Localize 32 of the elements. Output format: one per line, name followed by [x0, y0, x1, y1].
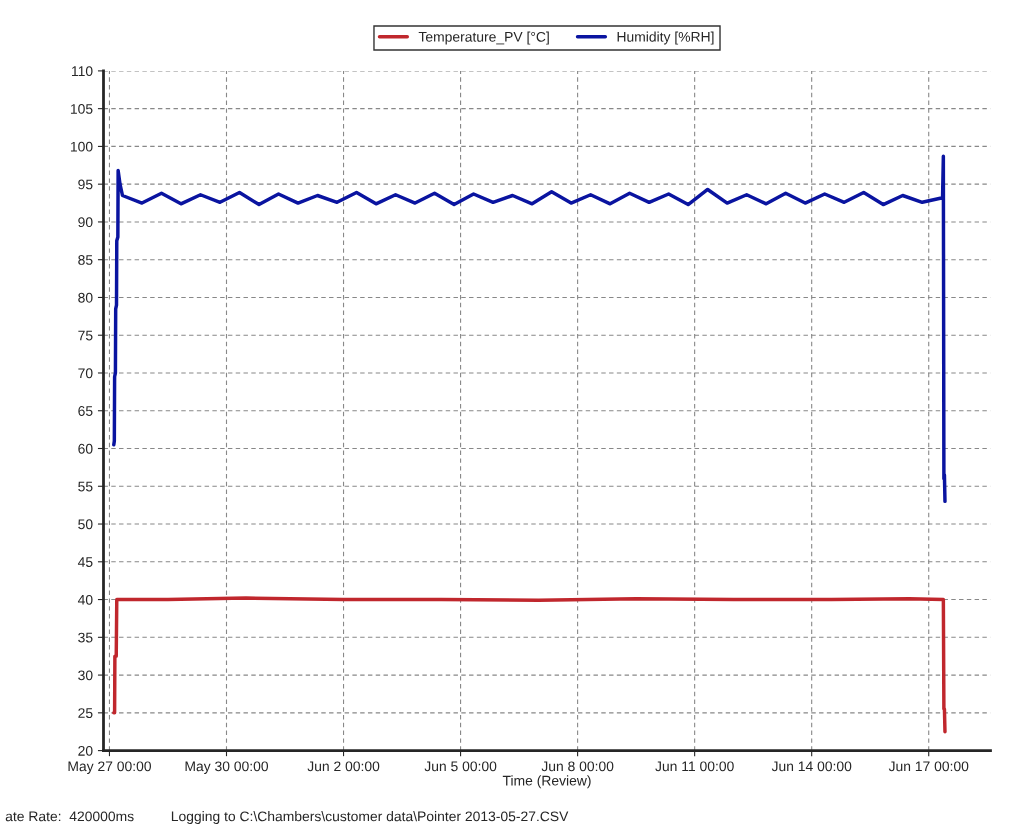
x-axis-title: Time (Review)	[502, 775, 591, 789]
y-tick-label: 60	[78, 443, 93, 454]
y-tick-label: 55	[78, 481, 93, 492]
x-tick-label: May 27 00:00	[68, 761, 151, 774]
y-tick-label: 95	[78, 179, 93, 190]
text: ate Rate: 420000ms	[5, 811, 134, 822]
y-tick-label: 100	[70, 141, 93, 152]
y-tick-label: 80	[78, 292, 93, 303]
y-tick-label: 25	[78, 708, 93, 719]
y-tick-label: 70	[78, 368, 93, 379]
y-tick-label: 50	[78, 519, 93, 530]
x-tick-label: Jun 8 00:00	[541, 761, 614, 772]
x-tick-label: Jun 2 00:00	[307, 761, 380, 772]
y-tick-label: 75	[78, 330, 93, 341]
x-tick-label: Jun 11 00:00	[655, 761, 734, 772]
x-tick-label: Jun 14 00:00	[771, 761, 852, 772]
y-tick-label: 45	[77, 557, 93, 567]
x-tick-label: Jun 5 00:00	[424, 761, 497, 772]
y-tick-label: 35	[78, 632, 93, 643]
legend-label: Humidity [%RH]	[617, 31, 714, 45]
y-tick-label: 20	[78, 745, 93, 756]
legend-label: Temperature_PV [°C]	[418, 31, 549, 45]
y-tick-label: 85	[78, 255, 93, 265]
text: Logging to C:\Chambers\customer data\Pointer 2013-05-27.CSV	[171, 811, 569, 824]
y-tick-label: 65	[78, 406, 93, 416]
y-tick-label: 30	[78, 670, 93, 681]
x-tick-label: May 30 00:00	[185, 761, 269, 774]
y-tick-label: 90	[78, 217, 93, 228]
y-tick-label: 40	[77, 594, 93, 605]
x-tick-label: Jun 17 00:00	[888, 761, 969, 772]
y-tick-label: 110	[72, 66, 93, 77]
y-tick-label: 105	[70, 103, 93, 114]
